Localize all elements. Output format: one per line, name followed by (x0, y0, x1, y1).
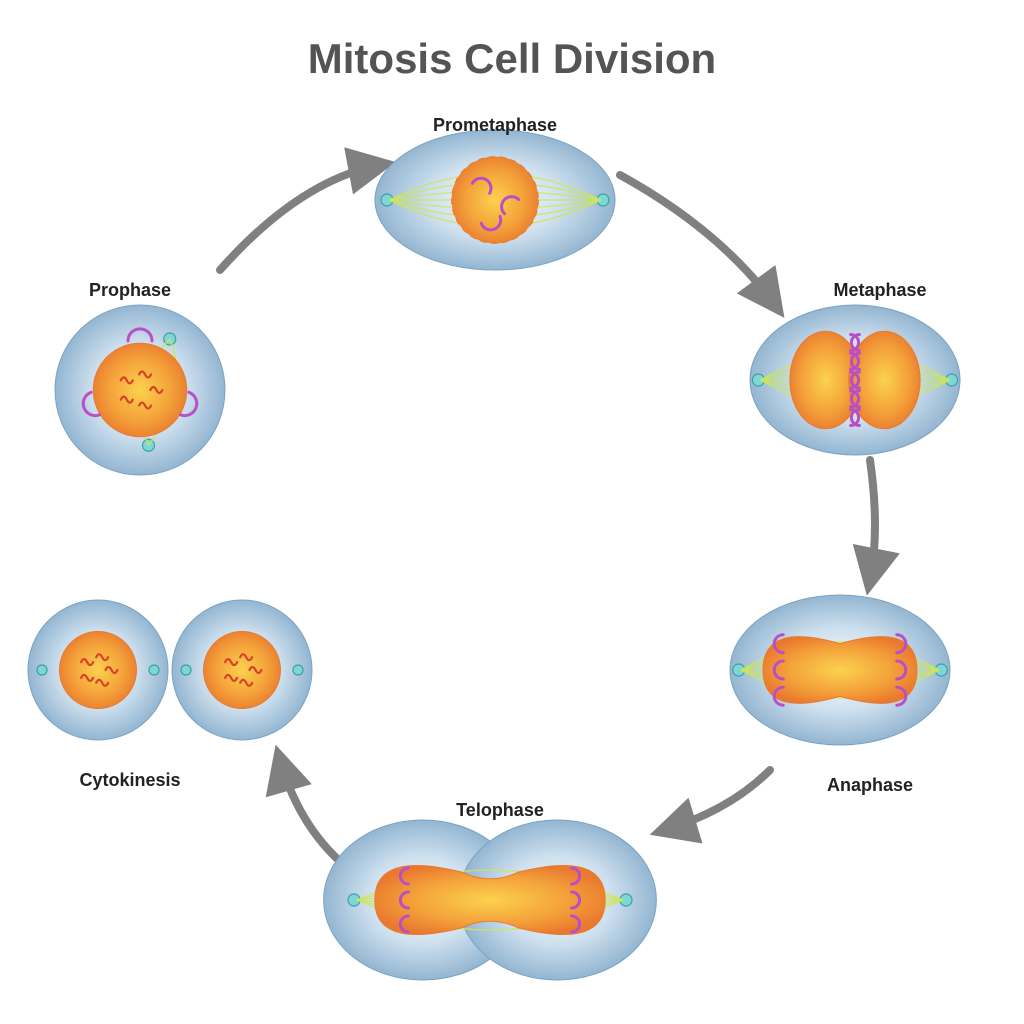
phase-label-telophase: Telophase (456, 800, 544, 821)
phase-label-metaphase: Metaphase (833, 280, 926, 301)
arrow-prometaphase-to-metaphase (620, 175, 775, 305)
cell-group (28, 130, 960, 980)
phase-label-cytokinesis: Cytokinesis (79, 770, 180, 791)
arrow-anaphase-to-telophase (665, 770, 770, 830)
cell-metaphase (750, 305, 960, 455)
cell-cytokinesis (28, 600, 312, 740)
arrow-telophase-to-cytokinesis (280, 760, 350, 870)
cell-prometaphase (375, 130, 615, 270)
mitosis-cycle-diagram: Mitosis Cell Division ProphasePrometaph (0, 0, 1024, 1024)
arrow-layer (0, 0, 1024, 1024)
arrow-metaphase-to-anaphase (870, 460, 875, 580)
phase-label-prometaphase: Prometaphase (433, 115, 557, 136)
phase-label-prophase: Prophase (89, 280, 171, 301)
cell-anaphase (730, 595, 950, 745)
phase-label-anaphase: Anaphase (827, 775, 913, 796)
arrow-group (220, 165, 875, 870)
cell-telophase (324, 820, 657, 980)
cell-layer (0, 0, 1024, 1024)
cell-prophase (55, 305, 225, 475)
diagram-title: Mitosis Cell Division (0, 35, 1024, 83)
arrow-prophase-to-prometaphase (220, 165, 380, 270)
